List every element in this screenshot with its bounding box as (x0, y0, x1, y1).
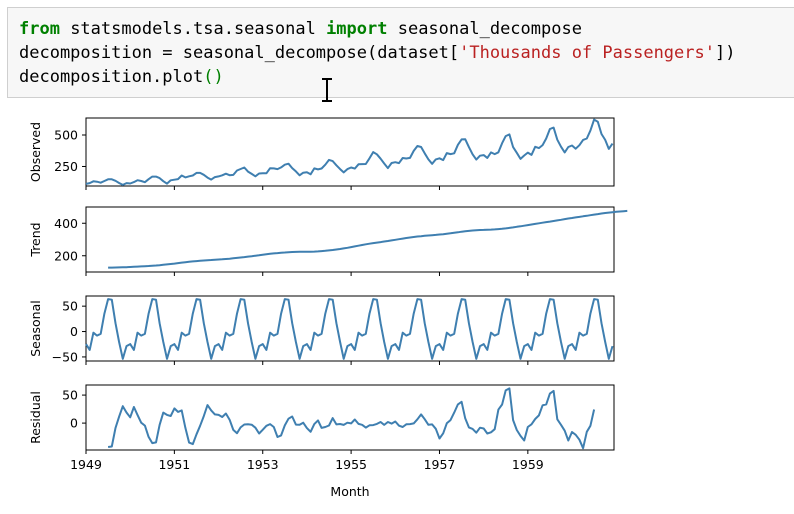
keyword-import: import (326, 19, 388, 39)
panel-3-ytick-label: 0 (70, 416, 78, 431)
call-parens: () (203, 67, 224, 87)
column-string: 'Thousands of Passengers' (459, 43, 715, 63)
panel-3-ylabel: Residual (28, 391, 43, 444)
xtick-label: 1955 (335, 457, 367, 472)
panel-0-ytick-label: 250 (54, 159, 78, 174)
code-cell[interactable]: from statsmodels.tsa.seasonal import sea… (7, 7, 794, 102)
panel-1-ytick-label: 200 (54, 248, 78, 263)
text-cursor-icon (322, 78, 332, 102)
plot-call: decomposition.plot (19, 67, 204, 87)
panel-0-series-line (85, 118, 614, 186)
panel-2-ytick-label: 0 (70, 324, 78, 339)
panel-3-series-line (107, 387, 596, 450)
closing-text: ]) (714, 43, 736, 63)
panel-2-ylabel: Seasonal (28, 300, 43, 357)
xtick-label: 1949 (70, 457, 102, 472)
panel-2-ytick-label: −50 (52, 349, 78, 364)
panel-2-series-line (85, 298, 614, 360)
xtick-label: 1953 (247, 457, 279, 472)
panel-2-ytick-label: 50 (62, 299, 78, 314)
panel-1-frame (85, 206, 615, 273)
code-editor[interactable]: from statsmodels.tsa.seasonal import sea… (19, 17, 735, 89)
assignment-text: decomposition = seasonal_decompose(datas… (19, 43, 460, 63)
decomposition-figure: 250 500 Observed 200 400 Trend −50 0 50 Seasonal 0… (28, 117, 628, 499)
code-line-3: decomposition.plot() (19, 67, 224, 87)
panel-2-frame (85, 295, 615, 362)
panel-3-ytick-label: 50 (62, 388, 78, 403)
x-axis-label: Month (330, 484, 369, 499)
panel-3-frame (85, 384, 615, 451)
panel-0-frame (85, 117, 615, 187)
panel-0-ylabel: Observed (28, 122, 43, 182)
xtick-label: 1957 (424, 457, 456, 472)
code-line-1: from statsmodels.tsa.seasonal import sea… (19, 19, 582, 39)
panel-1-series-line (108, 209, 628, 269)
imported-name: seasonal_decompose (387, 19, 582, 39)
panel-0-ytick-label: 500 (54, 128, 78, 143)
xtick-label: 1951 (158, 457, 190, 472)
module-path: statsmodels.tsa.seasonal (59, 19, 327, 39)
panel-1-ylabel: Trend (28, 222, 43, 257)
keyword-from: from (19, 19, 60, 39)
xtick-label: 1959 (512, 457, 544, 472)
panel-1-ytick-label: 400 (54, 216, 78, 231)
code-line-2: decomposition = seasonal_decompose(datas… (19, 43, 735, 63)
